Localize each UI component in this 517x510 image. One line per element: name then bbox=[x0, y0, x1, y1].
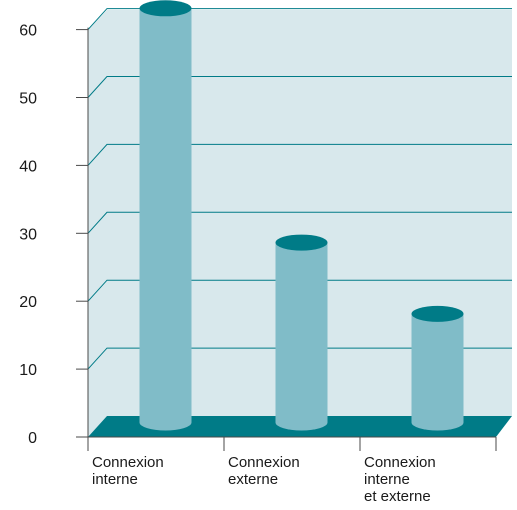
gridline bbox=[87, 279, 512, 302]
gridline bbox=[87, 8, 512, 30]
bar bbox=[275, 234, 328, 431]
y-tick-label: 60 bbox=[19, 23, 37, 40]
x-tick-label: Connexion interne bbox=[92, 454, 164, 488]
gridlines bbox=[87, 8, 512, 370]
bar bbox=[411, 305, 464, 431]
bar-top bbox=[411, 305, 464, 322]
y-tick-label: 40 bbox=[19, 158, 37, 175]
bar bbox=[139, 0, 192, 431]
gridline bbox=[87, 76, 512, 98]
x-axis: Connexion interne Connexion externe Connexio… bbox=[76, 436, 497, 505]
gridline bbox=[87, 347, 512, 370]
gridline bbox=[87, 143, 512, 166]
bars bbox=[139, 0, 464, 431]
x-tick-label: Connexion interne et externe bbox=[364, 454, 436, 505]
bar-top bbox=[275, 234, 328, 251]
y-tick-label: 30 bbox=[19, 226, 37, 243]
bar-body bbox=[275, 242, 328, 431]
y-tick-label: 0 bbox=[28, 430, 37, 447]
gridline bbox=[87, 211, 512, 234]
y-axis: 0 10 20 30 40 50 60 bbox=[19, 23, 89, 447]
y-tick-label: 10 bbox=[19, 362, 37, 379]
chart-back-wall bbox=[88, 10, 512, 437]
y-tick-label: 20 bbox=[19, 294, 37, 311]
y-tick-label: 50 bbox=[19, 91, 37, 108]
bar-top bbox=[139, 0, 192, 17]
bar-body bbox=[139, 8, 192, 431]
bar-body bbox=[411, 313, 464, 431]
x-tick-label: Connexion externe bbox=[228, 454, 300, 488]
